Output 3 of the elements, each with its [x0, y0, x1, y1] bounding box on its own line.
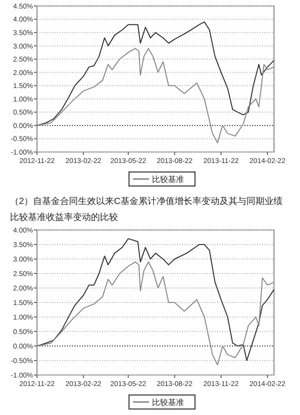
- legend-label: 比较基准: [152, 398, 184, 407]
- chart-title: （2）自基金合同生效以来C基金累计净值增长率变动及其与同期业绩比较基准收益率变动的比较: [10, 196, 283, 222]
- legend-label: 比较基准: [152, 175, 184, 184]
